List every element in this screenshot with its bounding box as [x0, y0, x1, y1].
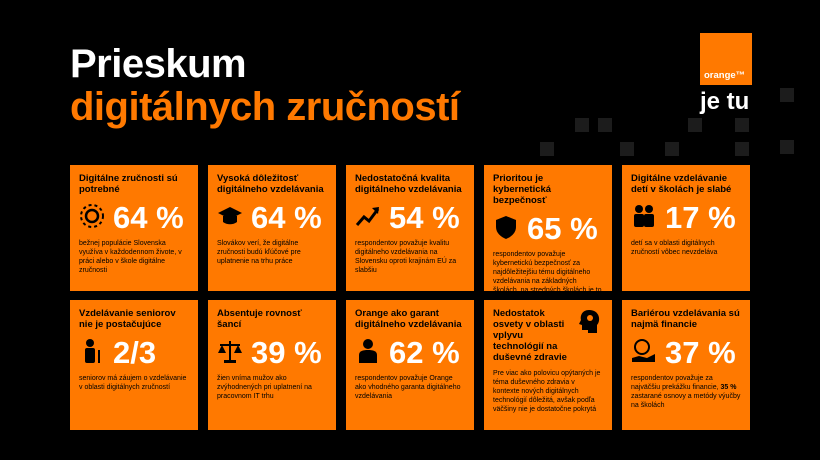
stat-row: 54 % [355, 200, 465, 235]
stat: 17 % [665, 200, 736, 235]
highlight: 69 % [502, 296, 518, 303]
icon [217, 203, 243, 234]
decor [665, 142, 679, 156]
tile-description: seniorov má záujem o vzdelávanie v oblas… [79, 374, 189, 392]
tile-description: respondentov považuje za najväčšiu preká… [631, 374, 741, 410]
tile-title: Prioritou je kybernetická bezpečnosť [493, 173, 552, 206]
stat-row: 17 % [631, 200, 741, 235]
logo: orange™ [700, 33, 752, 85]
decor [780, 88, 794, 102]
tile-title: Digitálne vzdelávanie detí v školách je … [631, 173, 732, 195]
description: seniorov má záujem o vzdelávanie v oblas… [79, 375, 187, 391]
icon [493, 214, 519, 245]
decor [780, 140, 794, 154]
description-after: zastarané osnovy a metódy výučby na škol… [631, 393, 741, 409]
stat: 54 % [389, 200, 460, 235]
tile-title: Digitálne zručnosti sú potrebné [79, 173, 178, 195]
decor [688, 118, 702, 132]
icon [355, 338, 381, 369]
stat: 2/3 [113, 335, 157, 370]
icon [355, 203, 381, 234]
tile-title: Vysoká dôležitosť digitálneho vzdelávani… [217, 173, 324, 195]
decor [575, 118, 589, 132]
stat: 62 % [389, 335, 460, 370]
tile-description: respondentov považuje kvalitu digitálneh… [355, 239, 465, 275]
tile: Nedostatočná kvalita digitálneho vzdeláv… [346, 165, 474, 291]
description: respondentov považuje za najväčšiu preká… [631, 375, 719, 391]
tile-description: Pre viac ako polovicu opýtaných je téma … [493, 370, 601, 413]
icon [79, 203, 105, 234]
tile: Absentuje rovnosť šancí 39 % žien vníma mu… [208, 300, 336, 430]
tile-title: Nedostatok osvety v oblasti vplyvu techn… [493, 308, 567, 363]
title: Prieskum [70, 42, 247, 86]
description: detí sa v oblasti digitálnych zručností … [631, 240, 718, 256]
decor [540, 142, 554, 156]
stat: 65 % [527, 211, 598, 246]
description: respondentov považuje kybernetickú bezpe… [493, 251, 602, 303]
stat-row: 64 % [217, 200, 327, 235]
stat-row: 62 % [355, 335, 465, 370]
stat-row: 64 % [79, 200, 189, 235]
tile: Vysoká dôležitosť digitálneho vzdelávani… [208, 165, 336, 291]
tile-description: detí sa v oblasti digitálnych zručností … [631, 239, 741, 257]
tile-title: Nedostatočná kvalita digitálneho vzdeláv… [355, 173, 462, 195]
decor [735, 142, 749, 156]
tile: Orange ako garant digitálneho vzdelávani… [346, 300, 474, 430]
description: Slovákov verí, že digitálne zručnosti bu… [217, 240, 301, 265]
tagline: je tu [700, 88, 750, 115]
subtitle: digitálnych zručností [70, 85, 460, 129]
decor [620, 142, 634, 156]
stat: 39 % [251, 335, 322, 370]
stat-row: 37 % [631, 335, 741, 370]
tile-title: Bariérou vzdelávania sú najmä financie [631, 308, 740, 330]
tile: Digitálne vzdelávanie detí v školách je … [622, 165, 750, 291]
stat: 64 % [113, 200, 184, 235]
decor [735, 118, 749, 132]
tile: Prioritou je kybernetická bezpečnosť 65 %… [484, 165, 612, 303]
brand: orange™ [704, 70, 746, 81]
tile-description: žien vníma mužov ako zvýhodnených pri up… [217, 374, 327, 401]
icon [577, 308, 603, 363]
highlight: 35 % [720, 384, 737, 391]
icon [79, 338, 105, 369]
stat: 64 % [251, 200, 322, 235]
stat: 37 % [665, 335, 736, 370]
description: respondentov považuje Orange ako vhodnéh… [355, 375, 461, 400]
icon [217, 338, 243, 369]
description: bežnej populácie Slovenska využíva v kaž… [79, 240, 182, 274]
description: respondentov považuje kvalitu digitálneh… [355, 240, 457, 274]
tile: Vzdelávanie seniorov nie je postačujúce 2… [70, 300, 198, 430]
tile-description: bežnej populácie Slovenska využíva v kaž… [79, 239, 189, 275]
tile-head: Nedostatok osvety v oblasti vplyvu techn… [493, 308, 603, 363]
tile: Digitálne zručnosti sú potrebné 64 % bežne… [70, 165, 198, 291]
stat-row: 65 % [493, 211, 603, 246]
tile-description: Slovákov verí, že digitálne zručnosti bu… [217, 239, 327, 266]
icon [631, 203, 657, 234]
tile: Nedostatok osvety v oblasti vplyvu techn… [484, 300, 612, 430]
stat-row: 2/3 [79, 335, 189, 370]
icon [631, 338, 657, 369]
tile-description: respondentov považuje kybernetickú bezpe… [493, 250, 603, 304]
description: žien vníma mužov ako zvýhodnených pri up… [217, 375, 312, 400]
tile-title: Absentuje rovnosť šancí [217, 308, 302, 330]
tile-description: respondentov považuje Orange ako vhodnéh… [355, 374, 465, 401]
tile: Bariérou vzdelávania sú najmä financie 37… [622, 300, 750, 430]
tile-title: Orange ako garant digitálneho vzdelávani… [355, 308, 462, 330]
stat-row: 39 % [217, 335, 327, 370]
decor [598, 118, 612, 132]
tile-title: Vzdelávanie seniorov nie je postačujúce [79, 308, 176, 330]
